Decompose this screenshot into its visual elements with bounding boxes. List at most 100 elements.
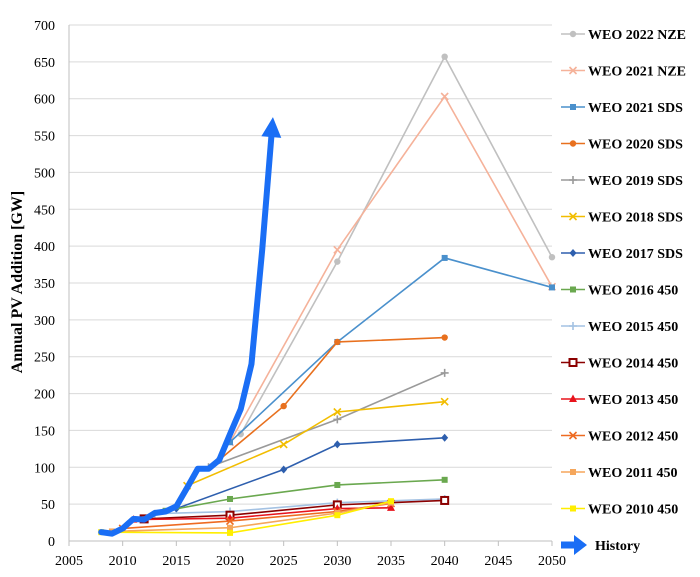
data-point (334, 338, 341, 346)
legend-label: WEO 2022 NZE (588, 28, 686, 43)
data-point (333, 245, 342, 254)
x-tick-label: 2020 (216, 554, 244, 569)
legend-item: WEO 2015 450 (561, 320, 678, 335)
series-line (176, 437, 445, 510)
data-point (227, 529, 233, 536)
data-point (568, 358, 578, 367)
axes: 0 50 100 150 200 250 300 350 400 450 500 550 600 650 7… (34, 19, 566, 569)
data-point (334, 481, 341, 488)
legend-label: WEO 2020 SDS (588, 138, 683, 153)
x-tick-label: 2040 (431, 554, 459, 569)
series-line (218, 336, 445, 461)
legend-label: WEO 2015 450 (588, 320, 678, 335)
x-tick-label: 2010 (109, 554, 137, 569)
data-point (569, 322, 577, 330)
data-point (334, 512, 341, 519)
legend-item: WEO 2014 450 (561, 357, 678, 372)
y-tick-label: 50 (41, 498, 55, 513)
data-point (227, 439, 233, 446)
legend-item: WEO 2021 SDS (561, 101, 683, 116)
y-tick-label: 550 (34, 130, 55, 145)
data-point (569, 249, 577, 257)
legend: WEO 2022 NZE WEO 2021 NZE WEO 2021 SDS WEO … (561, 28, 686, 555)
series-line (240, 54, 553, 435)
legend-label: WEO 2014 450 (588, 357, 678, 372)
legend-item: WEO 2020 SDS (561, 138, 683, 153)
series-line (165, 479, 445, 512)
data-point (227, 524, 233, 531)
data-point (440, 368, 449, 377)
data-point (568, 431, 578, 440)
y-tick-label: 250 (34, 351, 55, 366)
series-line (229, 257, 553, 443)
y-tick-label: 400 (34, 240, 55, 255)
y-tick-label: 0 (48, 535, 55, 550)
legend-item: WEO 2010 450 (561, 503, 678, 518)
legend-label: WEO 2010 450 (588, 503, 678, 518)
y-tick-label: 500 (34, 166, 55, 181)
data-point (568, 66, 578, 75)
legend-label: WEO 2021 SDS (588, 101, 683, 116)
legend-label: WEO 2012 450 (588, 430, 678, 445)
y-axis-label: Annual PV Addition [GW] (9, 191, 26, 373)
data-point (570, 286, 576, 293)
series-weo-2019-sds (204, 368, 449, 472)
data-point (440, 397, 449, 406)
x-tick-label: 2050 (538, 554, 566, 569)
legend-label: WEO 2013 450 (588, 393, 678, 408)
legend-label: WEO 2021 NZE (588, 65, 686, 80)
legend-item: WEO 2021 NZE (561, 65, 686, 80)
data-point (548, 254, 556, 261)
data-point (441, 433, 449, 442)
series-line (229, 95, 553, 443)
legend-label: WEO 2016 450 (588, 284, 678, 299)
data-point (569, 394, 577, 402)
series-weo-2021-nze (225, 92, 557, 447)
y-tick-label: 300 (34, 314, 55, 329)
legend-item: History (561, 535, 640, 555)
legend-item: WEO 2012 450 (561, 430, 678, 445)
data-point (441, 334, 448, 341)
series-line (186, 400, 445, 487)
legend-label: WEO 2019 SDS (588, 174, 683, 189)
legend-label: WEO 2017 SDS (588, 247, 683, 262)
data-point (280, 402, 287, 410)
x-tick-label: 2005 (55, 554, 83, 569)
data-point (387, 503, 395, 511)
y-tick-label: 200 (34, 388, 55, 403)
y-tick-label: 150 (34, 424, 55, 439)
x-tick-label: 2045 (484, 554, 512, 569)
data-point (280, 465, 288, 474)
data-point (570, 469, 576, 475)
legend-item: WEO 2011 450 (561, 466, 677, 481)
data-point (333, 440, 341, 449)
data-point (225, 517, 235, 526)
history-arrowhead (261, 117, 282, 138)
data-point (568, 212, 578, 221)
series-lines (98, 53, 557, 537)
y-tick-label: 450 (34, 203, 55, 218)
y-tick-label: 100 (34, 461, 55, 476)
legend-item: WEO 2016 450 (561, 284, 678, 299)
legend-swatch (561, 541, 575, 549)
x-tick-label: 2035 (377, 554, 405, 569)
x-tick-label: 2030 (323, 554, 351, 569)
legend-item: WEO 2017 SDS (561, 247, 683, 262)
data-point (227, 495, 233, 502)
series-history (98, 117, 282, 537)
y-tick-label: 600 (34, 93, 55, 108)
y-tick-label: 650 (34, 56, 55, 71)
legend-item: WEO 2019 SDS (561, 174, 683, 189)
data-point (441, 254, 448, 261)
series-weo-2022-nze (237, 53, 556, 438)
legend-item: WEO 2013 450 (561, 393, 678, 408)
data-point (440, 92, 449, 101)
data-point (569, 140, 577, 147)
data-point (333, 415, 342, 424)
data-point (441, 53, 448, 60)
data-point (237, 430, 244, 438)
data-point (441, 476, 448, 483)
legend-arrow-icon (574, 535, 587, 555)
